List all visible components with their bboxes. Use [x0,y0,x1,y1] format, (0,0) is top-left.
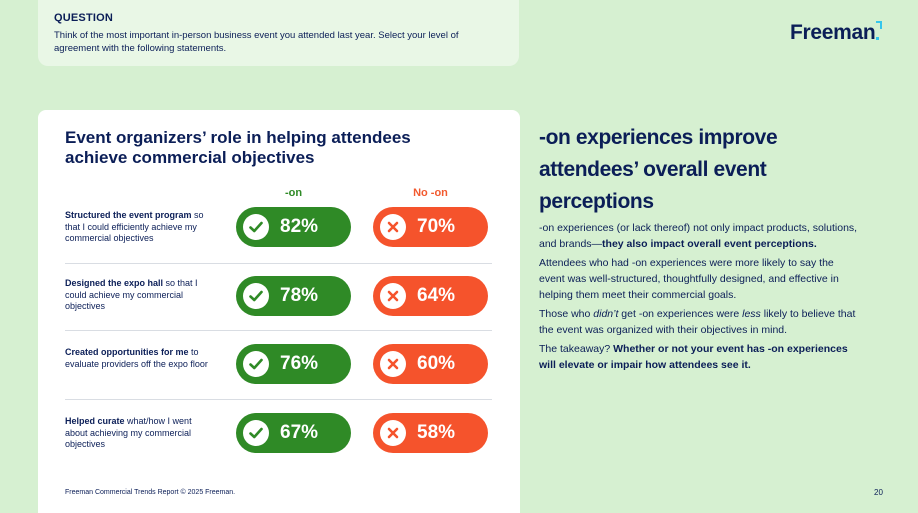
table-row: Structured the event program so that I c… [38,205,520,273]
section-body: -on experiences (or lack thereof) not on… [539,220,859,376]
x-icon [380,283,406,309]
p3-less: less [742,308,761,320]
question-label: QUESTION [54,12,114,24]
row-label-rest: to evaluate providers off the expo floor [65,347,208,369]
no-hands-on-value: 64% [417,285,456,306]
check-icon [243,351,269,377]
paragraph-4: The takeaway? Whether or not your event … [539,341,859,373]
row-divider [65,399,492,400]
p3-text-b: get -on experiences were [618,308,743,320]
footer-note: Freeman Commercial Trends Report © 2025 … [65,489,236,496]
no-hands-on-pill: 64% [373,276,488,316]
no-hands-on-pill: 58% [373,413,488,453]
x-icon [380,214,406,240]
paragraph-1: -on experiences (or lack thereof) not on… [539,220,859,252]
row-divider [65,330,492,331]
check-icon [243,214,269,240]
table-row: Helped curate what/how I went about achi… [38,399,520,467]
p3-didnt: didn’t [593,308,619,320]
section-heading: -on experiences improve attendees’ overa… [539,126,778,213]
column-header-hands-on: -on [284,187,303,199]
row-label: Helped curate what/how I went about achi… [65,416,215,451]
hands-on-value: 76% [280,353,319,374]
page-number: 20 [874,488,883,497]
table-row: Created opportunities for me to evaluate… [38,330,520,398]
no-hands-on-value: 58% [417,422,456,443]
x-icon [380,420,406,446]
x-icon [380,351,406,377]
p4-text: The takeaway? [539,343,614,355]
question-box: QUESTION Think of the most important in-… [38,0,519,66]
hands-on-value: 82% [280,216,319,237]
row-label-rest: so that I could achieve my commercial ob… [65,278,198,311]
card-title: Event organizers’ role in helping attend… [65,128,411,167]
row-label-bold: Created opportunities for me [65,347,189,357]
p3-text-c: likely to believe that the event was org… [539,308,856,336]
row-label-rest: so that I could efficiently achieve my c… [65,210,204,243]
hands-on-pill: 76% [236,344,351,384]
check-icon [243,420,269,446]
hands-on-value: 67% [280,422,319,443]
hands-on-pill: 67% [236,413,351,453]
hands-on-pill: 82% [236,207,351,247]
no-hands-on-pill: 70% [373,207,488,247]
row-divider [65,263,492,264]
table-row: Designed the expo hall so that I could a… [38,263,520,331]
no-hands-on-value: 60% [417,353,456,374]
row-label-bold: Structured the event program [65,210,192,220]
column-header-no-hands-on: No -on [413,187,448,199]
paragraph-2: Attendees who had -on experiences were m… [539,257,839,301]
check-icon [243,283,269,309]
question-text: Think of the most important in-person bu… [54,30,459,54]
logo-dot-icon [876,37,880,40]
row-label: Structured the event program so that I c… [65,210,215,245]
row-label-bold: Designed the expo hall [65,278,164,288]
logo-mark-icon [876,21,883,29]
row-label: Designed the expo hall so that I could a… [65,278,215,313]
freeman-logo: Freeman [790,21,883,45]
p1-emphasis: they also impact overall event perceptio… [602,238,817,250]
hands-on-value: 78% [280,285,319,306]
no-hands-on-value: 70% [417,216,456,237]
paragraph-3: Those who didn’t get -on experiences wer… [539,306,859,338]
hands-on-pill: 78% [236,276,351,316]
p4-emphasis: Whether or not your event has -on experi… [539,343,848,371]
logo-text: Freeman [790,21,876,44]
p1-text: -on experiences (or lack thereof) not on… [539,222,858,250]
no-hands-on-pill: 60% [373,344,488,384]
row-label-rest: what/how I went about achieving my comme… [65,416,192,449]
p3-text-a: Those who [539,308,594,320]
row-label-bold: Helped curate [65,416,125,426]
chart-card: Event organizers’ role in helping attend… [38,110,520,513]
row-label: Created opportunities for me to evaluate… [65,347,215,370]
